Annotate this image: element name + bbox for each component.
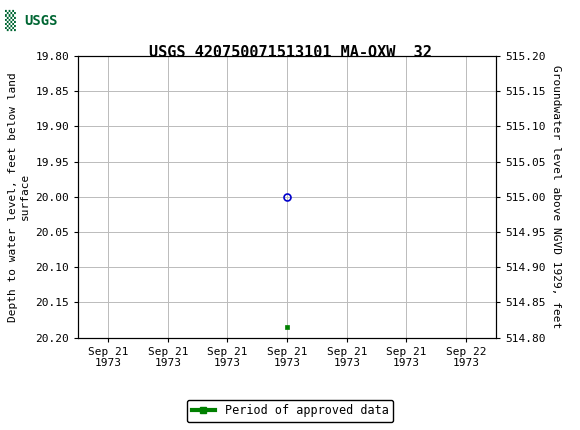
Text: USGS: USGS <box>24 14 58 28</box>
Y-axis label: Groundwater level above NGVD 1929, feet: Groundwater level above NGVD 1929, feet <box>551 65 561 329</box>
Text: USGS 420750071513101 MA-OXW  32: USGS 420750071513101 MA-OXW 32 <box>148 45 432 60</box>
Bar <box>3 3 70 37</box>
Text: ▒: ▒ <box>5 10 16 31</box>
Y-axis label: Depth to water level, feet below land
surface: Depth to water level, feet below land su… <box>8 72 30 322</box>
Legend: Period of approved data: Period of approved data <box>187 399 393 422</box>
